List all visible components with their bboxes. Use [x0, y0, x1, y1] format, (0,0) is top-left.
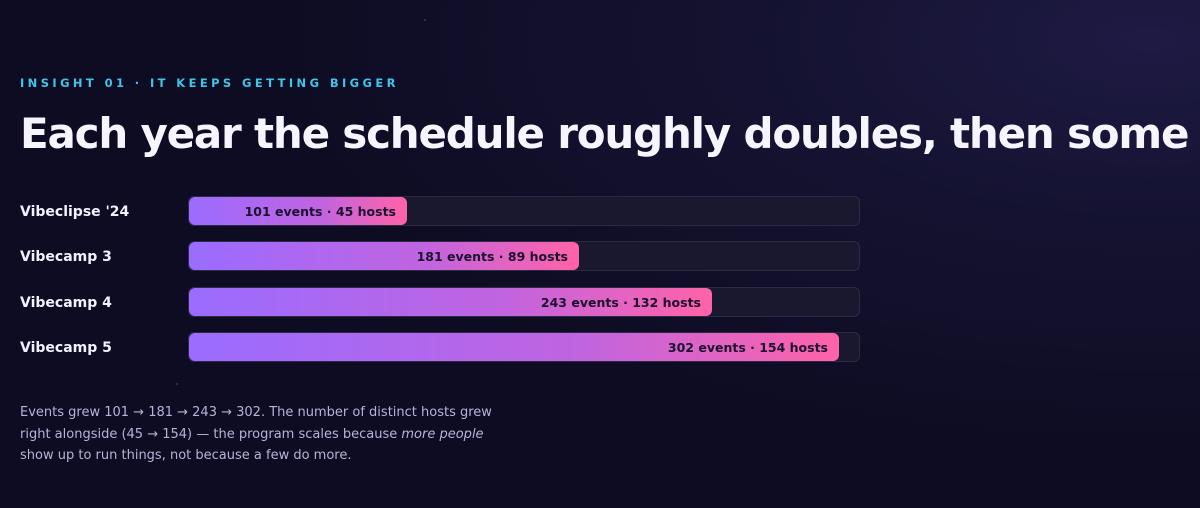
bar: 181 events · 89 hosts: [189, 242, 579, 270]
bar-track: 181 events · 89 hosts: [188, 241, 860, 271]
bar-track: 243 events · 132 hosts: [188, 287, 860, 317]
bar: 243 events · 132 hosts: [189, 288, 712, 316]
bar: 302 events · 154 hosts: [189, 333, 839, 361]
chart-caption: Events grew 101 → 181 → 243 → 302. The n…: [20, 402, 500, 467]
bar: 101 events · 45 hosts: [189, 197, 407, 225]
decorative-speck: [176, 383, 178, 385]
decorative-speck: [424, 19, 426, 21]
category-label: Vibecamp 5: [20, 340, 112, 356]
bar-row: Vibecamp 3 181 events · 89 hosts: [0, 240, 900, 274]
caption-text-end: show up to run things, not because a few…: [20, 448, 352, 463]
bar-data-label: 181 events · 89 hosts: [416, 249, 568, 264]
bar-row: Vibecamp 4 243 events · 132 hosts: [0, 286, 900, 320]
category-label: Vibeclipse '24: [20, 204, 130, 220]
bar-row: Vibeclipse '24 101 events · 45 hosts: [0, 195, 900, 229]
bar-data-label: 243 events · 132 hosts: [540, 295, 701, 310]
category-label: Vibecamp 4: [20, 295, 112, 311]
caption-emphasis: more people: [401, 426, 484, 442]
bar-row: Vibecamp 5 302 events · 154 hosts: [0, 331, 900, 365]
caption-text-start: Events grew 101 → 181 → 243 → 302. The n…: [20, 405, 492, 442]
insight-eyebrow: INSIGHT 01 · IT KEEPS GETTING BIGGER: [20, 76, 399, 90]
page-title: Each year the schedule roughly doubles, …: [20, 109, 1189, 158]
bar-data-label: 101 events · 45 hosts: [244, 204, 396, 219]
bar-track: 302 events · 154 hosts: [188, 332, 860, 362]
bar-track: 101 events · 45 hosts: [188, 196, 860, 226]
category-label: Vibecamp 3: [20, 249, 112, 265]
bar-data-label: 302 events · 154 hosts: [667, 340, 828, 355]
